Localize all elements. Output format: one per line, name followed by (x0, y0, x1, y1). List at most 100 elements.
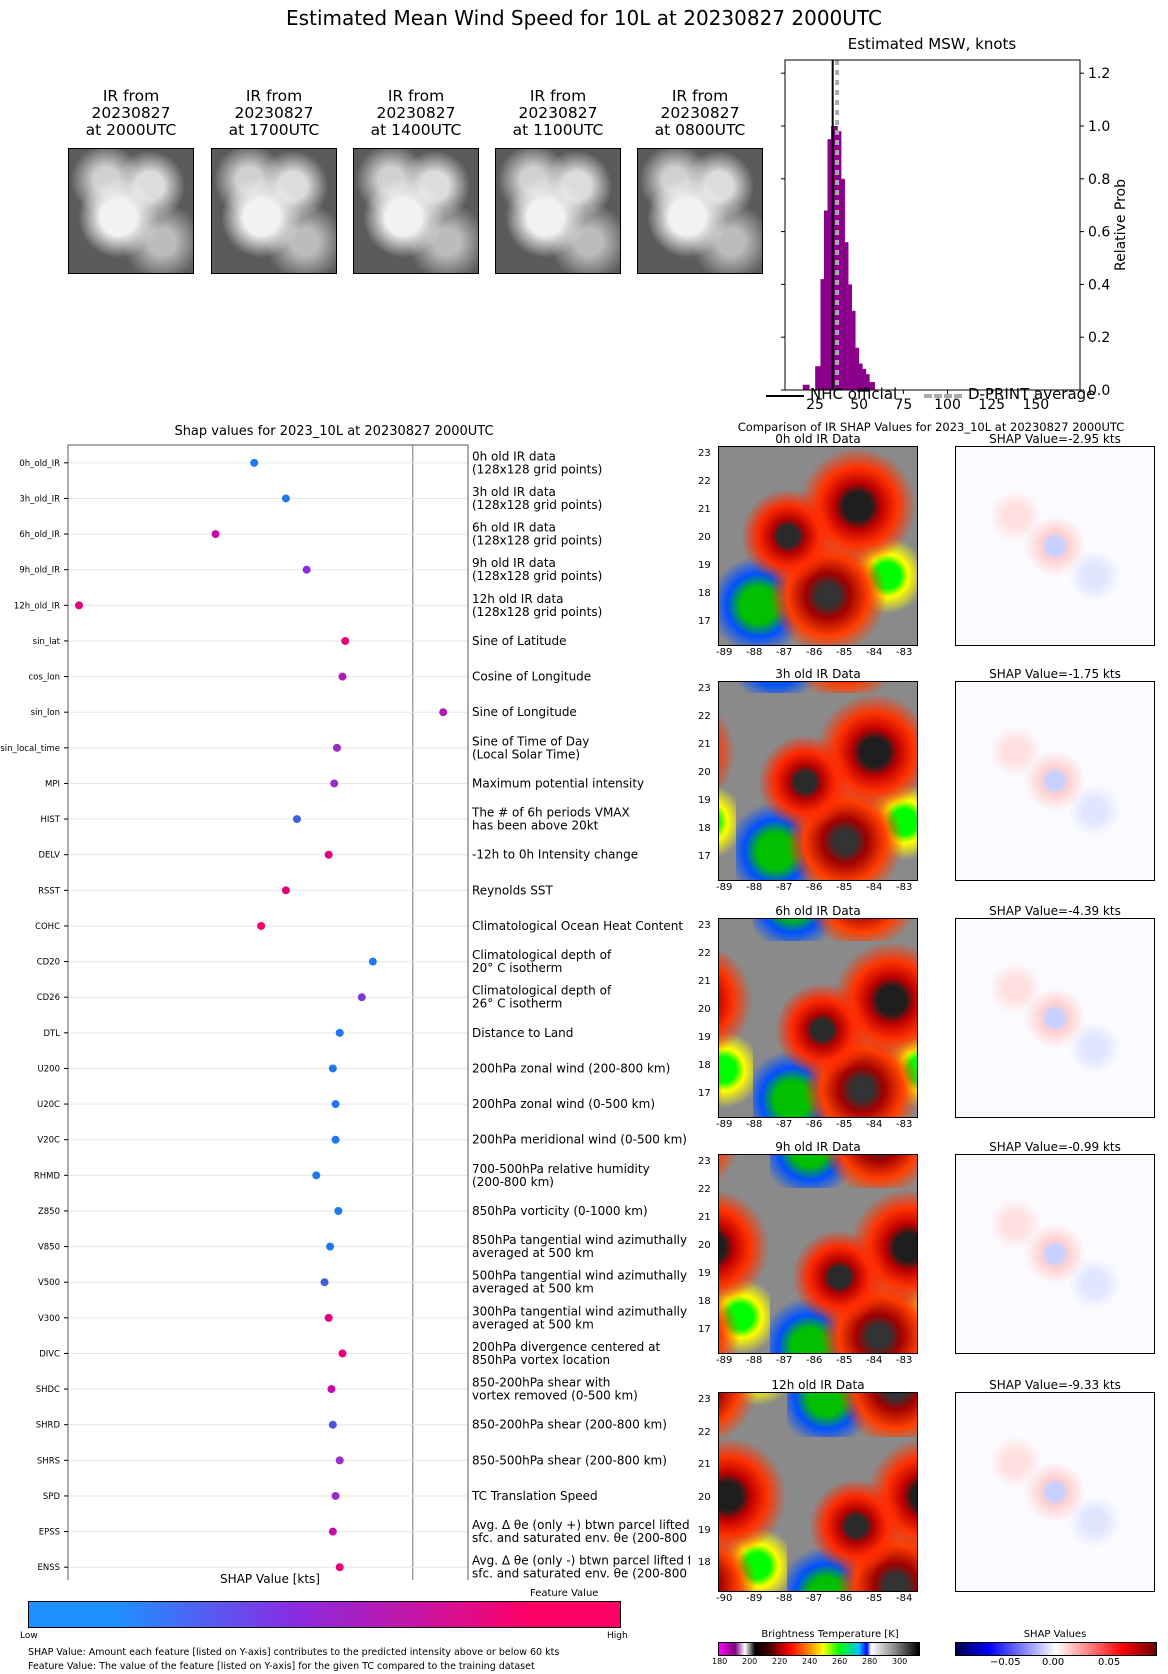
shap-feature-description: -12h to 0h Intensity change (472, 848, 638, 862)
map-xtick-label: -90 (716, 1593, 733, 1604)
histogram-ytick-label: 0.6 (1088, 225, 1110, 241)
map-ytick-label: 20 (698, 1492, 711, 1503)
shap-point (281, 886, 290, 895)
shap-feature-description-line: Climatological depth of (472, 984, 612, 998)
shap-point (302, 565, 311, 574)
shap-values-chart: Shap values for 2023_10L at 20230827 200… (0, 424, 690, 1580)
ir-thumbnail-image (68, 148, 194, 274)
map-xtick-label: -87 (806, 1593, 823, 1604)
map-xtick-label: -89 (716, 647, 733, 658)
shap-feature-description-line: (200-800 km) (472, 1175, 554, 1189)
histogram-xtick-label: 25 (806, 397, 824, 410)
shap-feature-code: ENSS (37, 1563, 60, 1573)
shap-point (338, 1349, 347, 1358)
shap-feature-description: Reynolds SST (472, 883, 553, 897)
map-xtick-label: -89 (716, 1355, 733, 1366)
shap-feature-description: Maximum potential intensity (472, 776, 644, 790)
shap-feature-description: Distance to Land (472, 1026, 573, 1040)
bt-colorbar-tick: 300 (892, 1657, 908, 1666)
map-xtick-label: -84 (896, 1593, 913, 1604)
ir-thumbnail-image (211, 148, 337, 274)
ir-thumbnail: IR from 20230827 at 1400UTC (353, 88, 479, 274)
map-ytick-label: 19 (698, 1268, 711, 1279)
shap-feature-description-line: (Local Solar Time) (472, 747, 580, 761)
shap-feature-description-line: sfc. and saturated env. θe (200-800 km) (472, 1567, 690, 1580)
ir-shap-map (955, 1154, 1155, 1354)
shap-feature-description-line: averaged at 500 km (472, 1282, 594, 1296)
histogram-bar (827, 139, 835, 390)
histogram-xtick-label: 150 (1022, 397, 1049, 410)
shap-feature-code: 6h_old_IR (19, 530, 60, 540)
map-xtick-label: -88 (746, 1355, 763, 1366)
map-ytick-label: 23 (698, 920, 711, 931)
shap-feature-description-line: 850hPa vorticity (0-1000 km) (472, 1204, 648, 1218)
ir-thumbnail: IR from 20230827 at 0800UTC (637, 87, 763, 274)
ir-brightness-map (718, 681, 918, 881)
map-ytick-label: 21 (698, 739, 711, 750)
map-ytick-label: 21 (698, 504, 711, 515)
shap-feature-code: CD26 (37, 993, 60, 1003)
shap-colorbar-tick: 0.05 (1098, 1657, 1121, 1668)
shap-feature-code: EPSS (39, 1528, 60, 1538)
histogram-xtick-label: 100 (934, 397, 961, 410)
shap-feature-code: MPI (45, 779, 60, 789)
map-ytick-label: 18 (698, 823, 711, 834)
ir-panel-title: 3h old IR Data (775, 667, 861, 681)
histogram-bar (859, 368, 867, 390)
histogram-legend: NHC official D-PRINT average (762, 385, 1162, 407)
feature-colorbar-title: Feature Value (530, 1588, 599, 1599)
shap-feature-code: sin_lat (33, 637, 61, 647)
feature-value-colorbar (28, 1601, 621, 1628)
histogram-bar (831, 126, 838, 390)
ir-thumbnail-caption: IR from 20230827 at 0800UTC (654, 87, 746, 139)
shap-point (334, 1206, 343, 1215)
map-ytick-label: 20 (698, 767, 711, 778)
shap-feature-description: 300hPa tangential wind azimuthally averag… (472, 1304, 687, 1331)
histogram-xtick-label: 75 (894, 397, 912, 410)
map-xtick-label: -88 (746, 647, 763, 658)
shap-feature-code: 3h_old_IR (19, 494, 60, 504)
histogram-ylabel: Relative Prob (1113, 179, 1129, 271)
map-xtick-label: -83 (896, 1355, 913, 1366)
shap-feature-description-line: Cosine of Longitude (472, 670, 591, 684)
shap-feature-code: 0h_old_IR (19, 459, 60, 469)
shap-feature-description-line: Climatological depth of (472, 948, 612, 962)
shap-panel-title: SHAP Value=-1.75 kts (989, 667, 1121, 681)
map-xtick-label: -88 (746, 882, 763, 893)
shap-feature-description-line: 6h old IR data (472, 521, 556, 535)
colorbar-high-label: High (607, 1631, 628, 1641)
histogram-bar (845, 284, 852, 390)
ir-shap-map (955, 918, 1155, 1118)
shap-feature-code: SHDC (36, 1385, 60, 1395)
shap-point (330, 779, 339, 788)
shap-feature-code: V500 (38, 1278, 60, 1288)
shap-feature-description: 0h old IR data (128x128 grid points) (472, 449, 602, 476)
shap-feature-description-line: Sine of Longitude (472, 705, 577, 719)
shap-feature-description-line: Avg. Δ θe (only -) btwn parcel lifted fr… (472, 1554, 690, 1568)
map-xtick-label: -87 (776, 1355, 793, 1366)
ir-panel-title: 6h old IR Data (775, 904, 861, 918)
histogram-ytick-label: 0.2 (1088, 330, 1110, 346)
shap-feature-description-line: 12h old IR data (472, 592, 564, 606)
shap-feature-code: SHRD (36, 1421, 61, 1431)
shap-feature-description: 12h old IR data (128x128 grid points) (472, 592, 602, 619)
map-xtick-label: -85 (836, 882, 853, 893)
map-ytick-label: 21 (698, 976, 711, 987)
shap-point (75, 601, 84, 610)
footnote-shap: SHAP Value: Amount each feature [listed … (28, 1647, 560, 1658)
shap-feature-description: 850-500hPa shear (200-800 km) (472, 1453, 667, 1467)
map-ytick-label: 23 (698, 448, 711, 459)
shap-feature-description-line: 200hPa zonal wind (200-800 km) (472, 1061, 670, 1075)
shap-feature-description-line: 9h old IR data (472, 556, 556, 570)
comparison-title: Comparison of IR SHAP Values for 2023_10… (737, 420, 1125, 434)
shap-feature-description: TC Translation Speed (471, 1489, 598, 1503)
dprint-legend-label: D-PRINT average (968, 385, 1096, 403)
map-xtick-label: -87 (776, 647, 793, 658)
shap-feature-description-line: -12h to 0h Intensity change (472, 848, 638, 862)
shap-colorbar-tick: −0.05 (990, 1657, 1021, 1668)
shap-feature-description-line: vortex removed (0-500 km) (472, 1389, 638, 1403)
map-xtick-label: -86 (806, 882, 823, 893)
map-ytick-label: 17 (698, 851, 711, 862)
shap-feature-description-line: 300hPa tangential wind azimuthally (472, 1304, 687, 1318)
map-ytick-label: 20 (698, 1004, 711, 1015)
